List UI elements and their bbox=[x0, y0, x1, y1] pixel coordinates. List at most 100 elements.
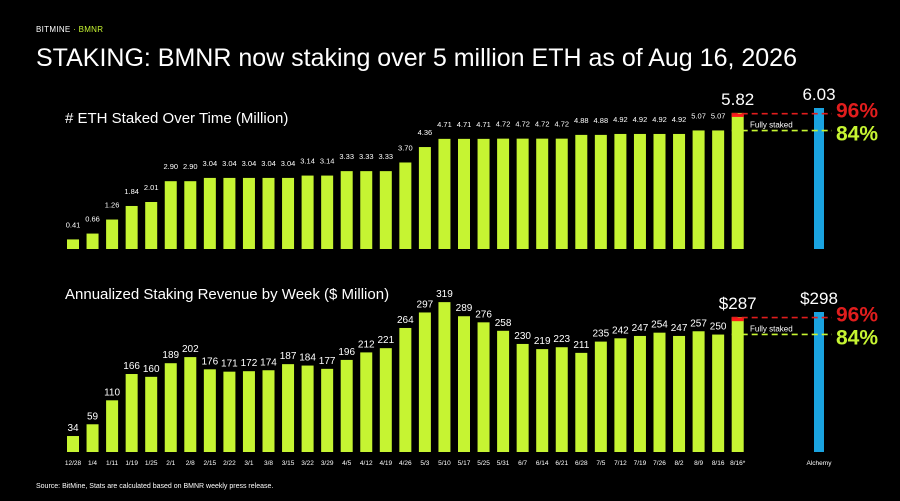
pct-96-label: 96% bbox=[836, 100, 878, 123]
value-label: 221 bbox=[377, 335, 394, 346]
bar-8/16 bbox=[712, 130, 725, 249]
fully-staked-block bbox=[731, 317, 744, 322]
bar-6/28 bbox=[575, 134, 588, 249]
source-note: Source: BitMine, Stats are calculated ba… bbox=[36, 483, 274, 490]
value-label: 171 bbox=[221, 359, 238, 370]
bar-5/31 bbox=[497, 330, 510, 452]
x-tick-label: 8/16 bbox=[712, 460, 725, 467]
fully-staked-label: Fully staked bbox=[750, 121, 793, 130]
value-label: 4.72 bbox=[515, 120, 530, 129]
top-chart: 0.41 0.66 1.26 1.84 2.01 2.90 2.90 3.04 3.04 3.04… bbox=[66, 85, 878, 249]
value-label: 4.72 bbox=[496, 120, 511, 129]
x-tick-label: 3/29 bbox=[321, 460, 334, 467]
bar-3/1 bbox=[242, 371, 255, 452]
value-label: 177 bbox=[319, 356, 336, 367]
pct-96-label: 96% bbox=[836, 304, 878, 327]
bar-3/1 bbox=[242, 177, 255, 249]
bar-12/28 bbox=[67, 436, 79, 452]
bar-1/25 bbox=[145, 376, 158, 452]
bar-7/19 bbox=[633, 335, 646, 452]
bar-7/26 bbox=[653, 133, 666, 249]
bar-7/12 bbox=[614, 338, 627, 452]
value-label: 242 bbox=[612, 325, 629, 336]
x-tick-label: 4/5 bbox=[342, 460, 351, 467]
bar-8/2 bbox=[673, 335, 686, 452]
brand-label: BITMINE · BMNR bbox=[36, 25, 103, 34]
value-label: 3.14 bbox=[300, 157, 315, 166]
bar-5/17 bbox=[458, 316, 470, 452]
bar-alchemy bbox=[814, 108, 824, 249]
x-tick-label: 1/11 bbox=[106, 460, 119, 467]
value-label: 3.04 bbox=[203, 159, 218, 168]
value-label: 276 bbox=[475, 309, 492, 320]
value-label: 4.71 bbox=[437, 120, 452, 129]
x-tick-label: 3/1 bbox=[244, 460, 253, 467]
fully-staked-block bbox=[731, 113, 744, 117]
value-label: 4.92 bbox=[613, 115, 628, 124]
value-label: 235 bbox=[593, 329, 610, 340]
value-label: 3.14 bbox=[320, 157, 335, 166]
value-label: 3.33 bbox=[378, 152, 393, 161]
x-tick-label: 2/8 bbox=[186, 460, 195, 467]
bar-7/12 bbox=[614, 133, 627, 249]
value-label-alchemy: $298 bbox=[800, 289, 838, 308]
x-tick-label-alchemy: Alchemy bbox=[807, 460, 833, 467]
value-label: 189 bbox=[162, 350, 179, 361]
value-label: 4.92 bbox=[672, 115, 687, 124]
x-tick-label: 2/22 bbox=[223, 460, 236, 467]
value-label: 1.84 bbox=[124, 187, 139, 196]
value-label: 211 bbox=[573, 340, 589, 351]
x-tick-label: 7/26 bbox=[653, 460, 666, 467]
value-label: 160 bbox=[143, 364, 160, 375]
value-label: 174 bbox=[260, 357, 277, 368]
bar-3/8 bbox=[262, 370, 275, 452]
bar-4/26 bbox=[399, 162, 412, 249]
bar-8/16* bbox=[731, 317, 744, 452]
brand-separator: · bbox=[73, 25, 77, 34]
bar-6/21 bbox=[555, 347, 568, 452]
x-tick-label: 1/25 bbox=[145, 460, 158, 467]
value-label: 176 bbox=[202, 356, 219, 367]
bar-1/11 bbox=[106, 219, 119, 249]
bar-8/16* bbox=[731, 112, 744, 249]
value-label: 250 bbox=[710, 322, 727, 333]
x-tick-label: 8/9 bbox=[694, 460, 703, 467]
value-label: 34 bbox=[67, 423, 79, 434]
x-tick-label: 1/4 bbox=[88, 460, 97, 467]
bar-2/8 bbox=[184, 181, 197, 249]
value-label: 4.92 bbox=[652, 115, 667, 124]
bar-8/9 bbox=[692, 331, 705, 452]
bottom-chart-title: Annualized Staking Revenue by Week ($ Mi… bbox=[65, 286, 389, 303]
bar-1/11 bbox=[106, 400, 119, 452]
value-label: 223 bbox=[553, 334, 570, 345]
value-label-alchemy: 6.03 bbox=[802, 85, 835, 104]
value-label: 264 bbox=[397, 315, 414, 326]
bar-6/7 bbox=[516, 138, 529, 249]
bar-7/5 bbox=[594, 134, 607, 249]
value-label: 3.33 bbox=[359, 152, 374, 161]
value-label: 4.88 bbox=[574, 116, 589, 125]
value-label: 59 bbox=[87, 411, 99, 422]
x-tick-label: 2/15 bbox=[204, 460, 217, 467]
bar-4/26 bbox=[399, 327, 412, 452]
bar-3/22 bbox=[301, 175, 314, 249]
bar-4/19 bbox=[379, 348, 392, 452]
value-label: 2.90 bbox=[183, 162, 198, 171]
x-tick-label: 8/2 bbox=[675, 460, 684, 467]
value-label: 5.07 bbox=[711, 111, 726, 120]
bar-8/9 bbox=[692, 130, 705, 249]
value-label: 0.41 bbox=[66, 220, 81, 229]
value-label: 4.72 bbox=[554, 120, 569, 129]
bar-12/28 bbox=[67, 239, 79, 249]
bar-7/5 bbox=[594, 341, 607, 452]
x-tick-label: 4/19 bbox=[379, 460, 392, 467]
value-label: 5.07 bbox=[691, 111, 706, 120]
bar-3/29 bbox=[321, 368, 334, 452]
bar-1/25 bbox=[145, 202, 158, 249]
value-label: 212 bbox=[358, 339, 375, 350]
value-label: 4.88 bbox=[594, 116, 609, 125]
value-label: 4.71 bbox=[457, 120, 472, 129]
